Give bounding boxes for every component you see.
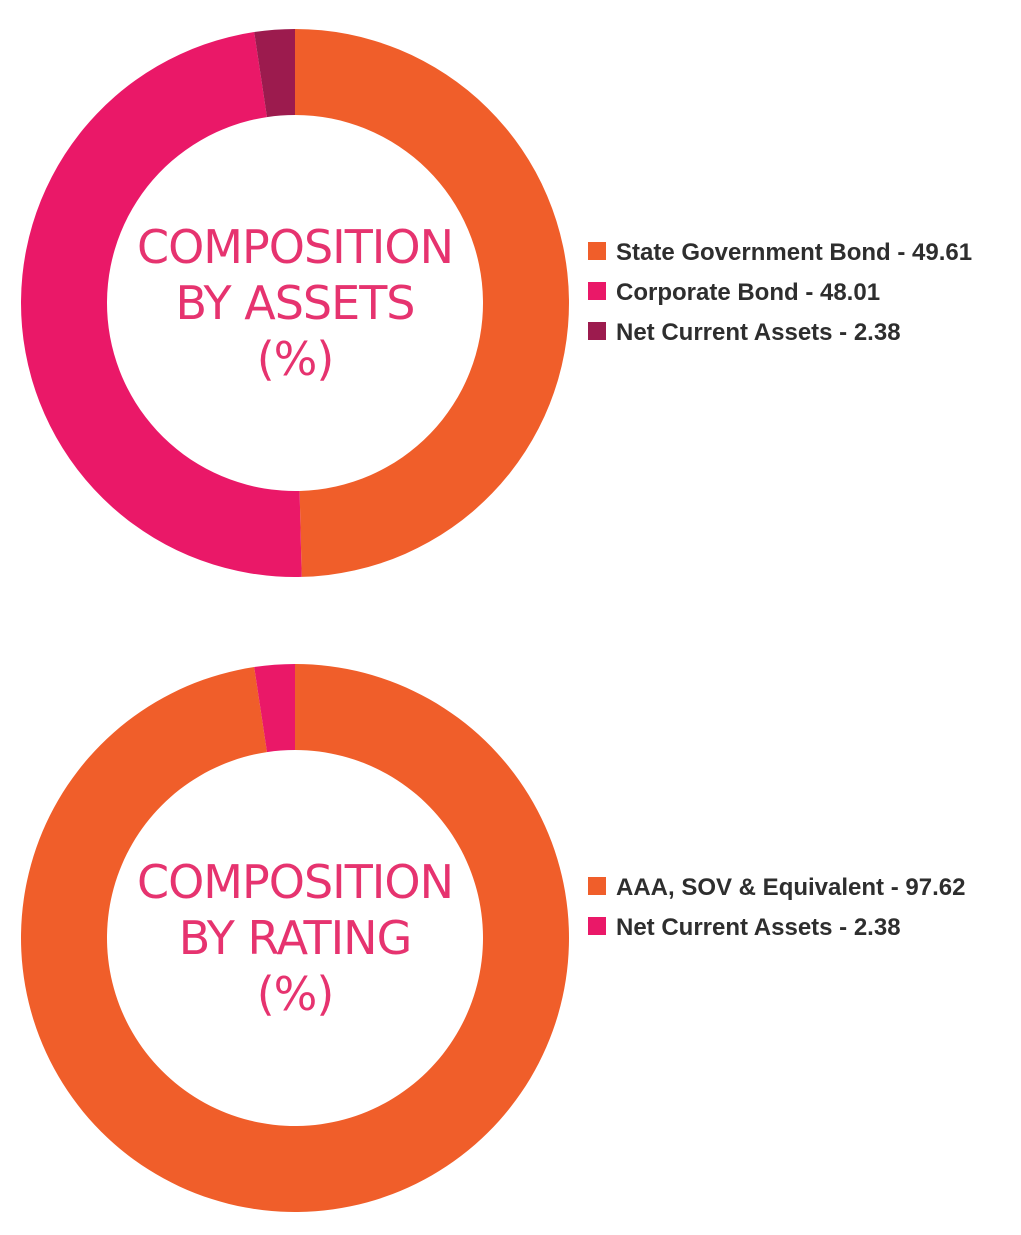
- legend-label: AAA, SOV & Equivalent - 97.62: [616, 874, 966, 901]
- legend-item: Net Current Assets - 2.38: [588, 316, 1013, 350]
- donut-slice-state-government-bond: [295, 29, 569, 577]
- legend-label: Net Current Assets - 2.38: [616, 914, 901, 941]
- assets-title-line-2: BY ASSETS: [175, 276, 416, 330]
- assets-title-line-1: COMPOSITION: [136, 220, 454, 274]
- donut-slice-corporate-bond: [21, 32, 302, 577]
- rating-donut-chart: [21, 664, 570, 1212]
- legend-label: State Government Bond - 49.61: [616, 239, 973, 266]
- legend-swatch: [588, 877, 606, 895]
- assets-legend: State Government Bond - 49.61 Corporate …: [588, 236, 1013, 356]
- rating-legend: AAA, SOV & Equivalent - 97.62 Net Curren…: [588, 871, 1013, 951]
- rating-title-line-1: COMPOSITION: [136, 855, 454, 909]
- legend-label: Corporate Bond - 48.01: [616, 279, 881, 306]
- legend-label: Net Current Assets - 2.38: [616, 319, 901, 346]
- assets-chart-panel: COMPOSITION BY ASSETS (%) State Governme…: [0, 0, 1021, 600]
- assets-chart-title: COMPOSITION BY ASSETS (%): [20, 28, 570, 578]
- rating-title-line-3: (%): [256, 967, 335, 1021]
- legend-swatch: [588, 917, 606, 935]
- legend-swatch: [588, 282, 606, 300]
- legend-item: Corporate Bond - 48.01: [588, 276, 1013, 310]
- donut-slice-aaa-sov-equivalent: [21, 664, 570, 1212]
- legend-swatch: [588, 322, 606, 340]
- donut-slice-net-current-assets: [254, 664, 295, 753]
- legend-item: Net Current Assets - 2.38: [588, 911, 1013, 945]
- legend-item: AAA, SOV & Equivalent - 97.62: [588, 871, 1013, 905]
- assets-title-line-3: (%): [256, 332, 335, 386]
- legend-swatch: [588, 242, 606, 260]
- rating-title-line-2: BY RATING: [178, 911, 412, 965]
- legend-item: State Government Bond - 49.61: [588, 236, 1013, 270]
- rating-chart-panel: COMPOSITION BY RATING (%) AAA, SOV & Equ…: [0, 635, 1021, 1235]
- assets-donut-chart: [21, 29, 569, 577]
- donut-slice-net-current-assets: [254, 29, 295, 118]
- rating-chart-title: COMPOSITION BY RATING (%): [20, 663, 570, 1213]
